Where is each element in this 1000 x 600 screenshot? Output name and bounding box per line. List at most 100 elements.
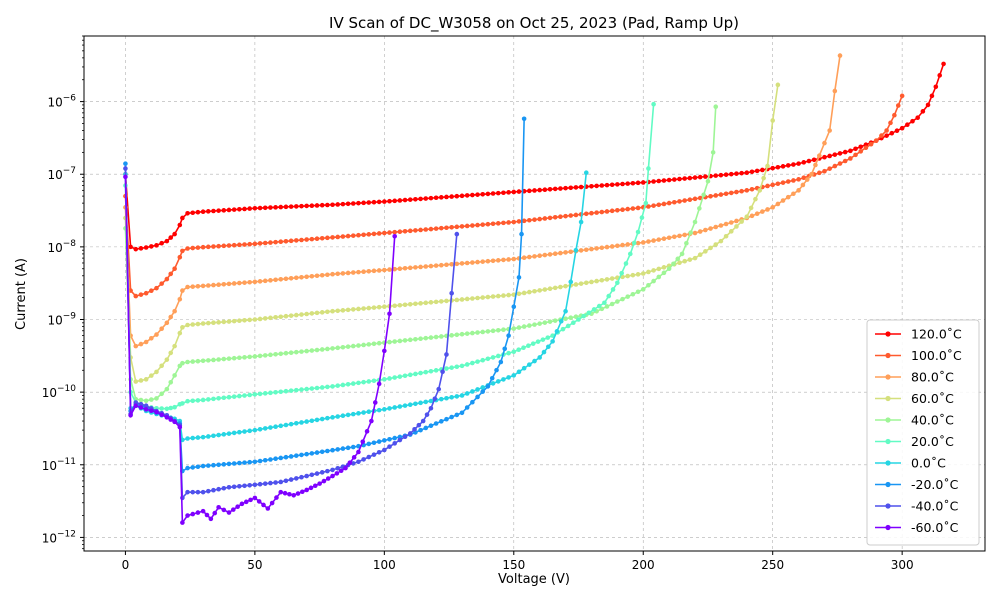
legend-label: 80.0˚C — [911, 370, 954, 385]
data-point — [454, 394, 460, 399]
data-point — [785, 179, 791, 184]
data-point — [221, 507, 227, 513]
data-point — [314, 417, 320, 423]
data-point — [226, 281, 232, 287]
data-point — [304, 203, 309, 209]
data-point — [231, 394, 237, 399]
data-point — [537, 187, 542, 193]
data-point — [723, 191, 729, 197]
data-point — [925, 102, 931, 108]
data-point — [208, 516, 214, 522]
data-point — [283, 478, 289, 484]
data-point — [180, 288, 185, 293]
data-point — [205, 358, 211, 363]
legend-swatch-marker — [885, 374, 891, 380]
data-point — [547, 319, 553, 324]
data-point — [195, 435, 201, 440]
data-point — [842, 149, 848, 155]
data-point — [159, 326, 164, 332]
data-point — [516, 219, 522, 224]
data-point — [609, 276, 615, 281]
data-point — [511, 326, 517, 331]
data-point — [185, 246, 190, 251]
data-point — [884, 128, 889, 133]
data-point — [501, 220, 506, 226]
data-point — [262, 457, 268, 463]
chart-title: IV Scan of DC_W3058 on Oct 25, 2023 (Pad… — [329, 14, 739, 33]
data-point — [438, 419, 444, 424]
data-point — [780, 180, 786, 185]
data-point — [304, 419, 309, 424]
data-point — [309, 472, 315, 478]
data-point — [697, 206, 702, 211]
legend-swatch-marker — [885, 524, 891, 531]
y-tick-label: 10−12 — [42, 529, 76, 545]
data-point — [801, 175, 807, 181]
data-point — [330, 308, 335, 314]
data-point — [542, 252, 548, 258]
data-point — [780, 164, 786, 169]
data-point — [195, 510, 201, 515]
data-point — [397, 198, 403, 203]
data-point — [325, 202, 330, 208]
data-point — [757, 188, 763, 193]
data-point — [464, 331, 470, 336]
data-point — [317, 481, 322, 486]
data-point — [366, 268, 372, 274]
data-point — [604, 209, 610, 214]
data-point — [200, 508, 206, 514]
data-point — [884, 133, 889, 138]
data-point — [237, 460, 242, 466]
data-point — [521, 255, 527, 261]
legend-label: -20.0˚C — [911, 477, 959, 492]
data-point — [330, 271, 335, 277]
data-point — [397, 229, 403, 235]
data-point — [873, 138, 879, 143]
data-point — [454, 332, 460, 338]
data-point — [335, 271, 341, 277]
data-point — [454, 297, 460, 303]
data-point — [791, 162, 796, 167]
data-point — [356, 232, 361, 238]
data-point — [765, 207, 770, 212]
data-point — [172, 373, 177, 378]
data-point — [273, 205, 278, 210]
data-point — [242, 429, 247, 434]
data-point — [449, 414, 454, 420]
data-point — [350, 444, 356, 450]
data-point — [299, 349, 304, 354]
data-point — [195, 398, 201, 403]
data-point — [371, 268, 377, 274]
data-point — [895, 103, 901, 108]
data-point — [879, 133, 884, 138]
data-point — [635, 240, 641, 246]
data-point — [252, 317, 258, 322]
data-point — [692, 255, 698, 261]
data-point — [718, 172, 724, 178]
data-point — [283, 388, 289, 394]
data-point — [594, 246, 599, 251]
data-point — [428, 405, 434, 411]
data-point — [576, 317, 581, 322]
data-point — [216, 396, 221, 401]
data-point — [268, 480, 273, 486]
data-point — [495, 190, 501, 196]
data-point — [558, 284, 563, 290]
data-point — [495, 293, 501, 299]
data-point — [464, 223, 470, 229]
data-point — [625, 242, 631, 247]
data-point — [350, 461, 356, 466]
data-point — [682, 258, 687, 264]
data-point — [149, 373, 154, 378]
data-point — [278, 455, 284, 461]
data-point — [480, 385, 486, 390]
data-point — [312, 483, 318, 489]
data-point — [330, 415, 335, 420]
data-point — [537, 321, 542, 326]
data-point — [164, 386, 170, 392]
data-point — [397, 338, 403, 344]
data-point — [526, 343, 531, 348]
data-point — [397, 374, 403, 379]
data-point — [168, 235, 174, 240]
data-point — [573, 247, 579, 253]
